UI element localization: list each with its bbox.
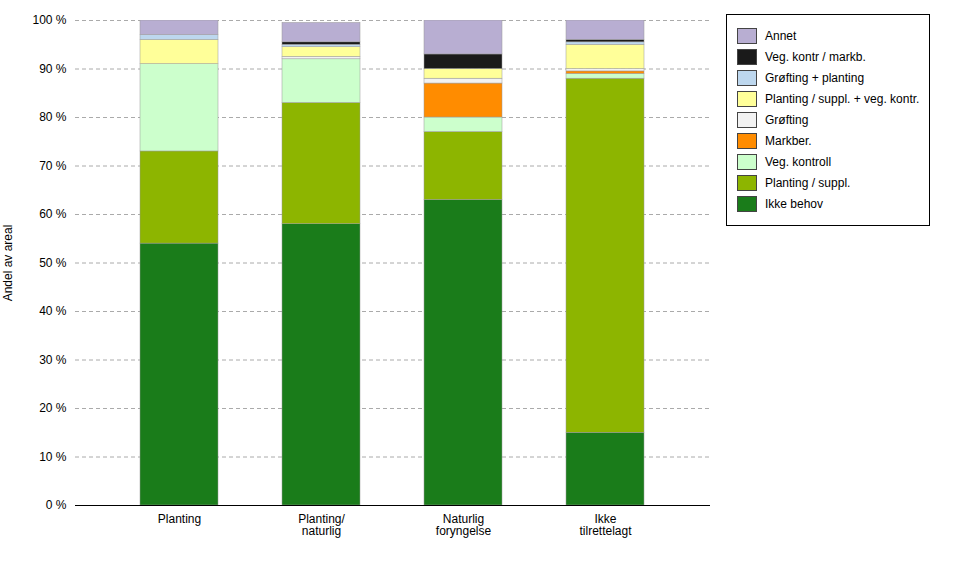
svg-text:90 %: 90 % [39, 62, 67, 76]
svg-text:10 %: 10 % [39, 450, 67, 464]
svg-text:Andel av areal: Andel av areal [1, 225, 15, 302]
html-text:Veg. kontr / markb.: Veg. kontr / markb. [765, 50, 866, 64]
html-text:Grøfting: Grøfting [765, 113, 809, 127]
svg-text:50 %: 50 % [39, 256, 67, 270]
svg-text:0 %: 0 % [46, 498, 67, 512]
svg-text:20 %: 20 % [39, 401, 67, 415]
svg-text:30 %: 30 % [39, 353, 67, 367]
html-text:Annet: Annet [765, 29, 797, 43]
html-text:Planting / suppl.: Planting / suppl. [765, 176, 851, 190]
html-text:Ikke behov: Ikke behov [765, 197, 823, 211]
svg-text:100 %: 100 % [32, 13, 66, 27]
svg-text:Ikketilrettelagt: Ikketilrettelagt [579, 512, 632, 538]
html-text:Planting / suppl. + veg. kontr: Planting / suppl. + veg. kontr. [765, 92, 920, 106]
svg-text:Planting: Planting [158, 512, 201, 526]
html-text:Markber.: Markber. [765, 134, 812, 148]
svg-text:60 %: 60 % [39, 207, 67, 221]
svg-text:40 %: 40 % [39, 304, 67, 318]
svg-text:80 %: 80 % [39, 110, 67, 124]
svg-text:Planting/naturlig: Planting/naturlig [298, 512, 345, 538]
html-text:Grøfting + planting: Grøfting + planting [765, 71, 865, 85]
svg-text:70 %: 70 % [39, 159, 67, 173]
svg-text:Naturligforyngelse: Naturligforyngelse [436, 512, 492, 538]
html-text:Veg. kontroll: Veg. kontroll [765, 155, 831, 169]
